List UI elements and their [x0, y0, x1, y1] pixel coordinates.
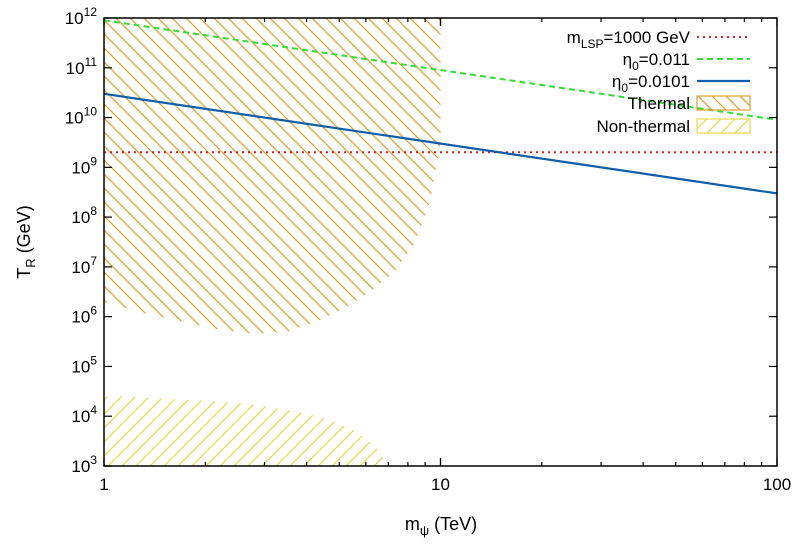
series-lines: [104, 19, 777, 195]
y-axis-title: TR (GeV): [14, 205, 38, 278]
hatched-regions: [104, 18, 441, 466]
x-axis-title: mψ (TeV): [405, 514, 477, 538]
x-tick-label: 1: [99, 475, 108, 494]
x-tick-label: 100: [763, 475, 791, 494]
y-tick-label: 103: [71, 453, 97, 476]
region-thermal: [104, 18, 441, 334]
series-line-3: [104, 92, 777, 195]
legend-label-thermal: Thermal: [628, 94, 690, 113]
legend-label-series-2: η0=0.011: [623, 50, 690, 73]
y-tick-label: 1011: [66, 55, 98, 78]
y-tick-label: 1010: [65, 105, 98, 128]
legend-label-series-3: η0=0.0101: [612, 72, 690, 95]
legend-swatch-non-thermal: [696, 118, 751, 134]
y-axis-title-sub: R: [23, 258, 38, 267]
y-tick-label: 105: [71, 353, 97, 376]
x-tick-label: 10: [431, 475, 450, 494]
y-tick-label: 1012: [65, 5, 98, 28]
legend-label-series-1: mLSP=1000 GeV: [567, 28, 691, 51]
legend-swatch-thermal: [696, 95, 751, 111]
y-tick-label: 106: [71, 304, 97, 327]
y-tick-label: 107: [71, 254, 97, 277]
y-tick-label: 109: [71, 154, 97, 177]
legend-label-non-thermal: Non-thermal: [596, 117, 690, 136]
series-line-2: [104, 19, 777, 121]
region-non-thermal: [104, 396, 389, 466]
y-tick-label: 104: [71, 403, 97, 426]
axis-ticks: 103 104 105 106 107 108 109 1010 1011 1012 1 10 100: [65, 5, 791, 494]
y-tick-label: 108: [71, 204, 97, 227]
x-axis-title-sub: ψ: [420, 523, 429, 538]
